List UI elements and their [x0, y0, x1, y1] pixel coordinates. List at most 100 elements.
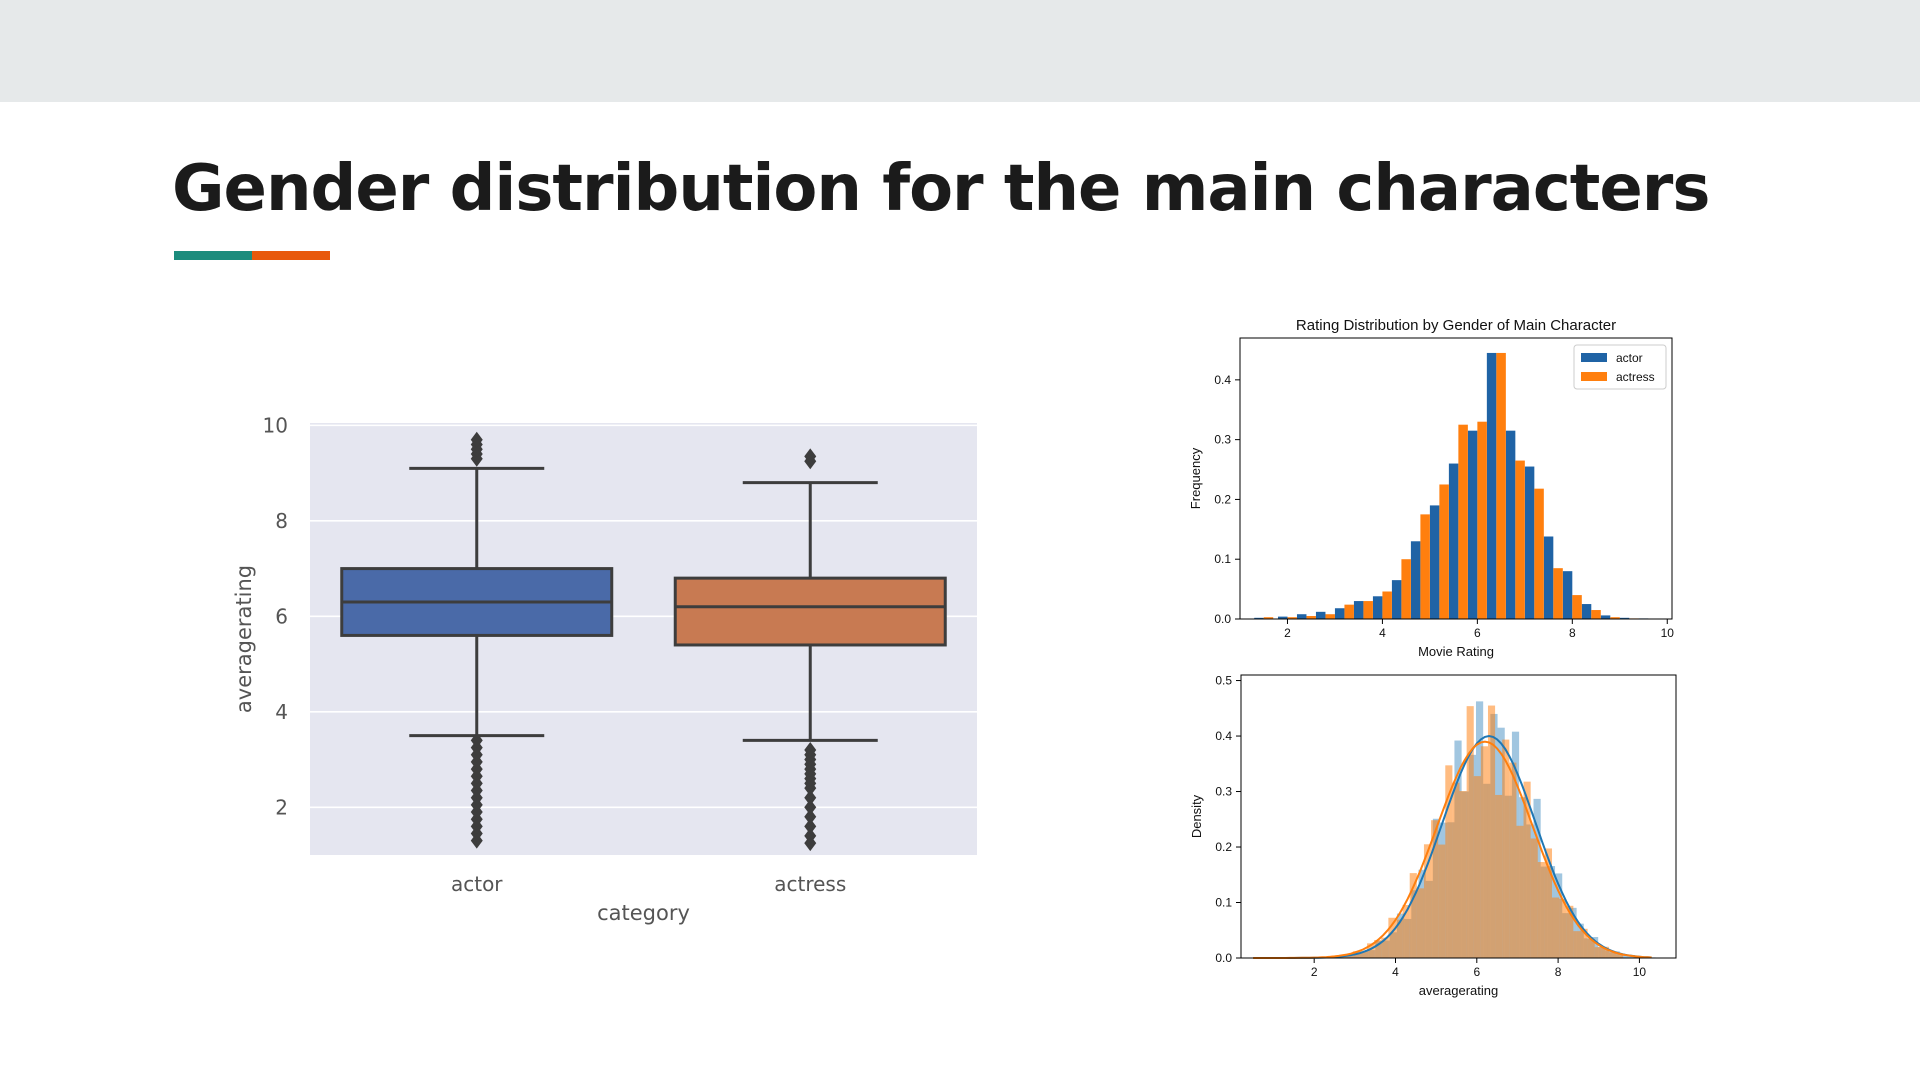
hist-bar-actress: [1608, 952, 1617, 958]
outlier-point: [804, 818, 817, 835]
bar-actor: [1486, 352, 1497, 619]
title-accent-bar: [174, 251, 330, 260]
outlier-point: [470, 732, 483, 749]
legend-swatch-actor: [1581, 353, 1607, 362]
hist-bar-actress: [1580, 928, 1588, 958]
outlier-point: [804, 827, 817, 844]
bar-actor: [1581, 604, 1592, 619]
hist-bar-actress: [1459, 791, 1467, 958]
bar-actress: [1263, 617, 1274, 619]
hist-bar-actress: [1594, 947, 1602, 958]
bar-actress: [1610, 617, 1620, 619]
bar-actor: [1619, 617, 1630, 619]
y-tick-label: 0.3: [1215, 785, 1232, 799]
bar-actress: [1401, 559, 1411, 619]
slide-top-bar: [0, 0, 1920, 102]
hist-bar-actress: [1381, 937, 1389, 958]
hist-bar-actor: [1626, 955, 1635, 958]
bar-actor: [1524, 466, 1535, 619]
y-tick-label: 4: [275, 700, 288, 724]
y-tick-label: 8: [275, 509, 288, 533]
hist-bar-actress: [1601, 946, 1609, 958]
accent-segment-orange: [252, 251, 330, 260]
hist-bar-actress: [1452, 782, 1460, 958]
bar-actor: [1372, 596, 1383, 619]
y-tick-label: 0.4: [1214, 373, 1231, 387]
x-tick-label: 10: [1633, 965, 1647, 979]
hist-bar-actress: [1502, 739, 1510, 958]
bar-actor: [1296, 614, 1307, 619]
hist-bar-actress: [1495, 794, 1503, 958]
x-tick-label: 2: [1311, 965, 1318, 979]
hist-bar-actress: [1487, 705, 1496, 958]
y-tick-label: 6: [275, 604, 288, 628]
bar-actress: [1496, 352, 1506, 619]
hist-bar-actress: [1374, 940, 1382, 958]
hist-bar-actress: [1409, 873, 1417, 958]
x-axis-label: category: [597, 901, 690, 925]
axes-frame: [1239, 337, 1673, 620]
bar-actor: [1467, 430, 1478, 619]
hist-bar-actor: [1619, 955, 1627, 958]
x-axis-label: averagerating: [1419, 983, 1499, 998]
x-tick-label: 2: [1284, 626, 1291, 640]
hist-bar-actress: [1544, 848, 1553, 958]
y-axis-label: Density: [1189, 794, 1204, 838]
bar-actor: [1391, 580, 1402, 619]
x-tick-label: 10: [1661, 626, 1675, 640]
bar-actor: [1543, 536, 1554, 619]
bar-actor: [1277, 616, 1288, 619]
hist-bar-actress: [1559, 898, 1567, 958]
x-tick-label: 8: [1555, 965, 1562, 979]
axes-frame: [1240, 674, 1677, 959]
hist-bar-actress: [1466, 706, 1474, 958]
x-axis-label: Movie Rating: [1418, 644, 1494, 659]
y-tick-label: 0.4: [1215, 729, 1232, 743]
outlier-point: [470, 431, 483, 448]
accent-segment-teal: [174, 251, 252, 260]
bar-actress: [1287, 617, 1297, 619]
y-tick-label: 2: [275, 795, 288, 819]
bar-actor: [1334, 608, 1345, 619]
hist-bar-actress: [1552, 897, 1560, 958]
outlier-point: [804, 799, 817, 816]
hist-bar-actress: [1566, 905, 1574, 958]
bar-actress: [1534, 488, 1544, 619]
x-tick-label: 4: [1379, 626, 1386, 640]
outlier-point: [804, 808, 817, 825]
hist-bar-actress: [1616, 954, 1624, 958]
bar-actress: [1515, 460, 1525, 619]
legend-swatch-actress: [1581, 372, 1607, 381]
y-tick-label: 0.1: [1214, 552, 1231, 566]
y-tick-label: 0.0: [1215, 951, 1232, 965]
chart-title: Rating Distribution by Gender of Main Ch…: [1296, 317, 1616, 334]
bar-actress: [1325, 614, 1335, 619]
hist-bar-actress: [1438, 844, 1446, 958]
hist-bar-actress: [1473, 776, 1481, 958]
bar-actress: [1572, 595, 1582, 619]
outlier-point: [804, 448, 817, 465]
hist-bar-actress: [1388, 917, 1396, 958]
hist-bar-actress: [1431, 820, 1439, 958]
legend-label: actress: [1616, 370, 1655, 384]
bar-actor: [1315, 611, 1326, 619]
hist-bar-actress: [1367, 943, 1375, 958]
bar-actor: [1562, 571, 1573, 619]
y-axis-label: Frequency: [1188, 447, 1203, 509]
y-tick-label: 0.5: [1215, 674, 1232, 688]
hist-bar-actress: [1395, 919, 1403, 958]
bar-actress: [1344, 604, 1354, 619]
bar-actor: [1505, 430, 1516, 619]
hist-bar-actress: [1509, 762, 1517, 958]
bar-actress: [1420, 514, 1430, 619]
hist-bar-actress: [1530, 838, 1538, 958]
bar-actor: [1254, 617, 1264, 619]
box-actress: [673, 576, 947, 647]
bar-actress: [1439, 484, 1449, 619]
outlier-point: [804, 789, 817, 806]
hist-bar-actress: [1480, 746, 1488, 958]
x-tick-label: actress: [774, 872, 846, 896]
